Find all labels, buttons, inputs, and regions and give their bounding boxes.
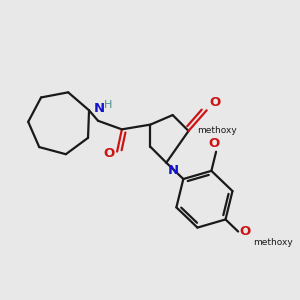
Text: O: O: [209, 137, 220, 150]
Text: O: O: [209, 96, 220, 109]
Text: N: N: [94, 102, 105, 115]
Text: methoxy: methoxy: [197, 126, 237, 135]
Text: H: H: [103, 100, 112, 110]
Text: O: O: [103, 147, 115, 160]
Text: N: N: [168, 164, 179, 177]
Text: methoxy: methoxy: [254, 238, 293, 247]
Text: O: O: [240, 225, 251, 238]
